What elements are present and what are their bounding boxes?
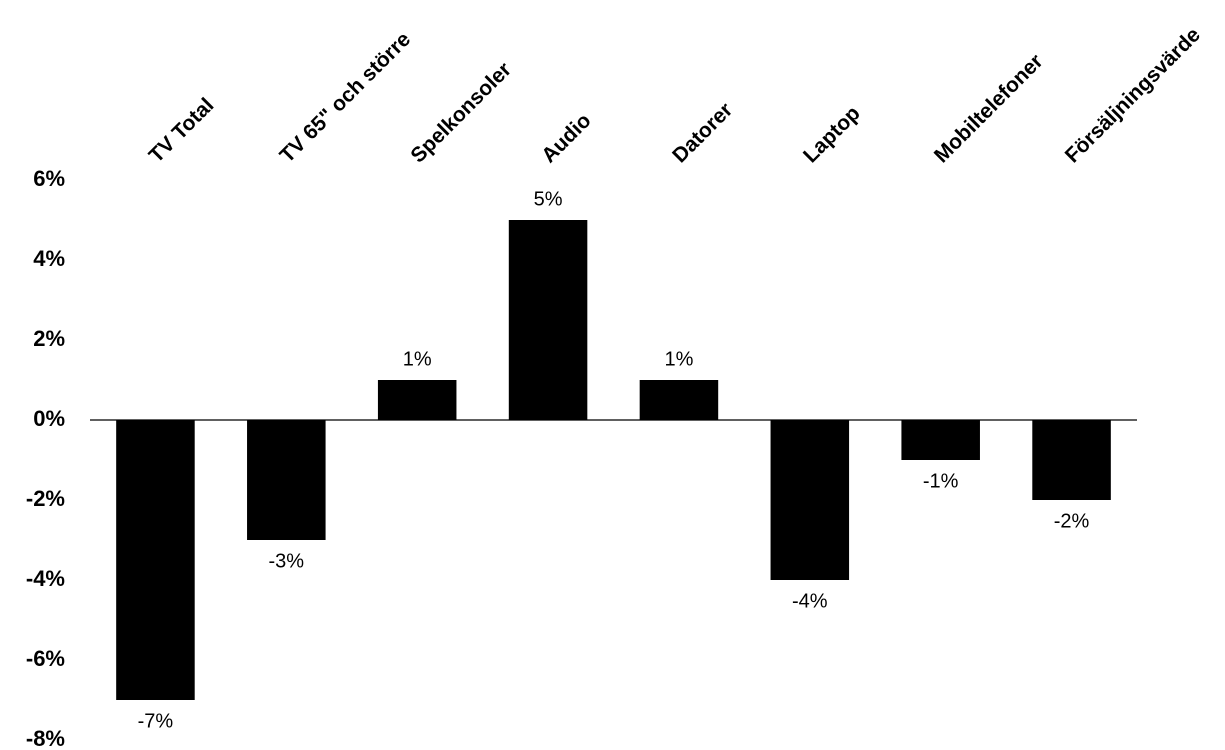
- value-label: 1%: [403, 348, 432, 370]
- bar: [901, 420, 980, 460]
- bar: [116, 420, 195, 700]
- value-label: -3%: [269, 550, 305, 572]
- bar: [247, 420, 326, 540]
- value-label: 1%: [664, 348, 693, 370]
- y-tick-label: 0%: [33, 406, 65, 431]
- y-tick-label: 4%: [33, 246, 65, 271]
- x-tick-label: TV 65" och större: [276, 28, 416, 168]
- value-label: -7%: [138, 710, 174, 732]
- x-tick-label: Laptop: [799, 102, 865, 168]
- value-label: -4%: [792, 590, 828, 612]
- value-label: -2%: [1054, 510, 1090, 532]
- y-tick-label: -2%: [26, 486, 65, 511]
- y-tick-label: -6%: [26, 646, 65, 671]
- x-tick-label: Spelkonsoler: [406, 58, 516, 168]
- x-tick-label: Datorer: [668, 98, 737, 167]
- value-label: 5%: [534, 188, 563, 210]
- bar: [508, 220, 588, 420]
- bar: [639, 380, 719, 420]
- value-label: -1%: [923, 470, 959, 492]
- y-tick-label: 2%: [33, 326, 65, 351]
- x-tick-label: Audio: [537, 109, 595, 167]
- x-tick-label: TV Total: [145, 94, 219, 168]
- x-tick-label: Mobiltelefoner: [930, 50, 1048, 168]
- bar: [770, 420, 850, 580]
- y-tick-label: -8%: [26, 726, 65, 750]
- y-tick-label: 6%: [33, 166, 65, 191]
- y-tick-label: -4%: [26, 566, 65, 591]
- x-tick-label: Försäljningsvärde: [1061, 23, 1205, 167]
- bar: [1032, 420, 1111, 500]
- bar: [377, 380, 457, 420]
